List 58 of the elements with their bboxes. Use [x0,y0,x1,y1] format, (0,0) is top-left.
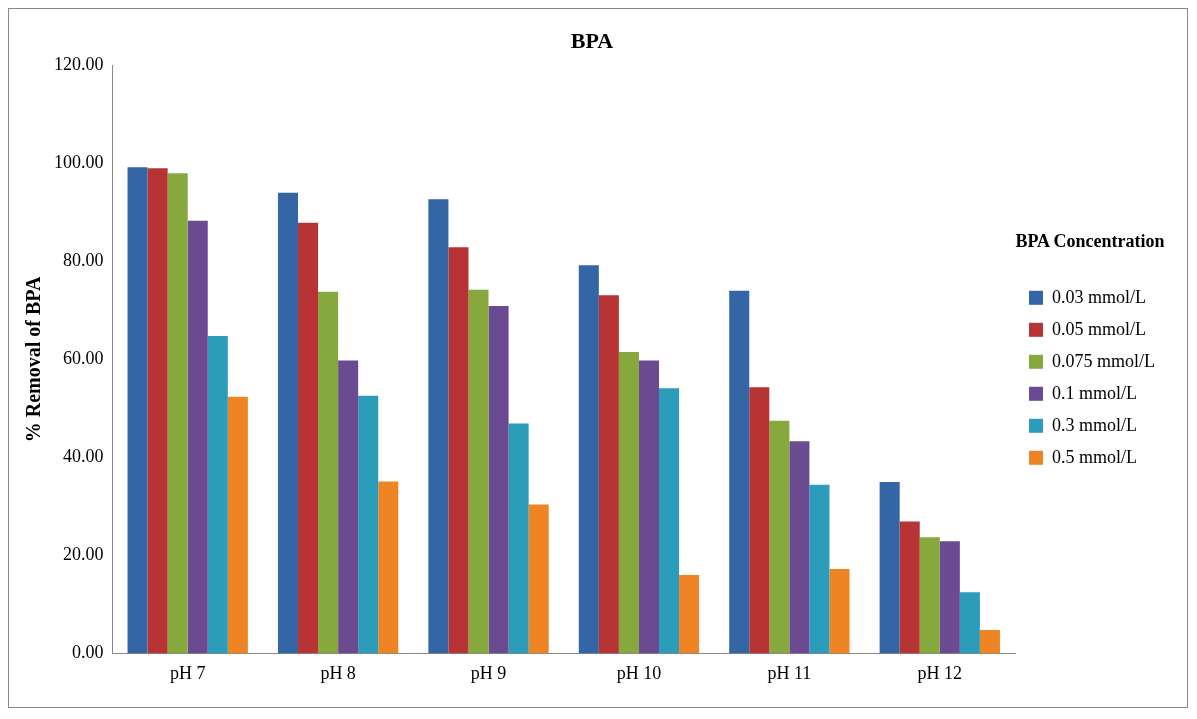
bar [749,387,770,654]
bar [919,537,940,654]
x-tick-label: pH 8 [320,662,356,683]
y-tick-label: 60.00 [63,348,104,369]
bar [508,423,529,654]
bar [338,360,359,654]
y-tick-label: 80.00 [63,250,104,271]
bar [428,199,449,654]
bar [659,388,680,654]
bar [147,168,168,654]
bar [729,290,750,654]
x-tick-label: pH 10 [616,662,662,683]
x-tick-label: pH 12 [917,662,963,683]
bar [578,265,599,654]
x-tick-label: pH 9 [470,662,507,683]
bar [318,291,339,654]
bar [979,629,1000,654]
bar [468,289,489,654]
y-axis-title: % Removal of BPA [22,275,45,443]
chart-title: BPA [570,27,614,53]
bar [809,484,830,654]
bar [167,173,188,654]
bar [528,504,549,654]
bar [127,167,148,654]
bar [899,521,920,654]
bar [207,335,228,654]
legend-label: 0.3 mmol/L [1052,414,1137,435]
bar [277,192,299,654]
bar [769,420,790,654]
bar [488,305,509,654]
legend-label: 0.5 mmol/L [1052,446,1137,467]
bar [448,247,469,654]
x-tick-label: pH 7 [169,662,206,683]
bar [227,396,248,654]
bar [298,222,319,654]
y-tick-label: 20.00 [63,544,104,565]
bar [378,481,399,654]
legend-label: 0.05 mmol/L [1052,318,1146,339]
bar [598,295,619,654]
bar [939,541,960,654]
bar [959,592,980,654]
y-tick-label: 0.00 [72,642,104,663]
bar [638,360,660,654]
bar [789,441,810,654]
y-tick-label: 100.00 [54,152,104,173]
legend-title: BPA Concentration [1015,230,1165,251]
legend-label: 0.03 mmol/L [1052,286,1146,307]
x-tick-label: pH 11 [767,662,812,683]
bar [879,481,900,654]
legend-label: 0.1 mmol/L [1052,382,1137,403]
bar [829,569,850,654]
bar [618,352,639,654]
bar [358,395,379,654]
y-tick-label: 40.00 [63,446,104,467]
bar [679,575,700,654]
legend-label: 0.075 mmol/L [1052,350,1155,371]
y-tick-label: 120.00 [54,54,104,75]
bar [187,220,208,654]
